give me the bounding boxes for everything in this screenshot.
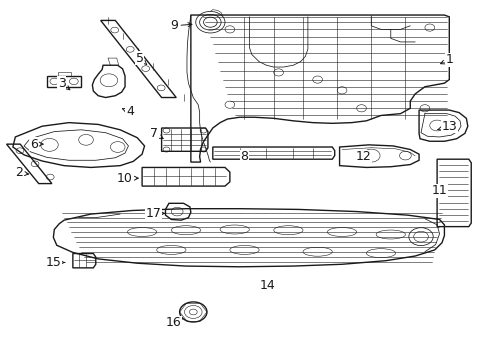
Text: 9: 9 bbox=[169, 19, 191, 32]
Text: 12: 12 bbox=[355, 150, 371, 163]
Text: 3: 3 bbox=[58, 77, 70, 90]
Text: 2: 2 bbox=[15, 166, 28, 179]
Text: 7: 7 bbox=[150, 127, 163, 140]
Text: 10: 10 bbox=[117, 172, 138, 185]
Text: 5: 5 bbox=[135, 51, 146, 64]
Text: 1: 1 bbox=[440, 53, 452, 66]
Text: 6: 6 bbox=[30, 138, 43, 150]
Text: 14: 14 bbox=[260, 279, 275, 292]
Text: 17: 17 bbox=[145, 207, 164, 220]
Text: 11: 11 bbox=[431, 184, 447, 197]
Text: 16: 16 bbox=[165, 316, 183, 329]
Text: 8: 8 bbox=[240, 150, 248, 163]
Text: 13: 13 bbox=[437, 120, 456, 133]
Text: 15: 15 bbox=[45, 256, 64, 269]
Text: 4: 4 bbox=[122, 105, 134, 118]
